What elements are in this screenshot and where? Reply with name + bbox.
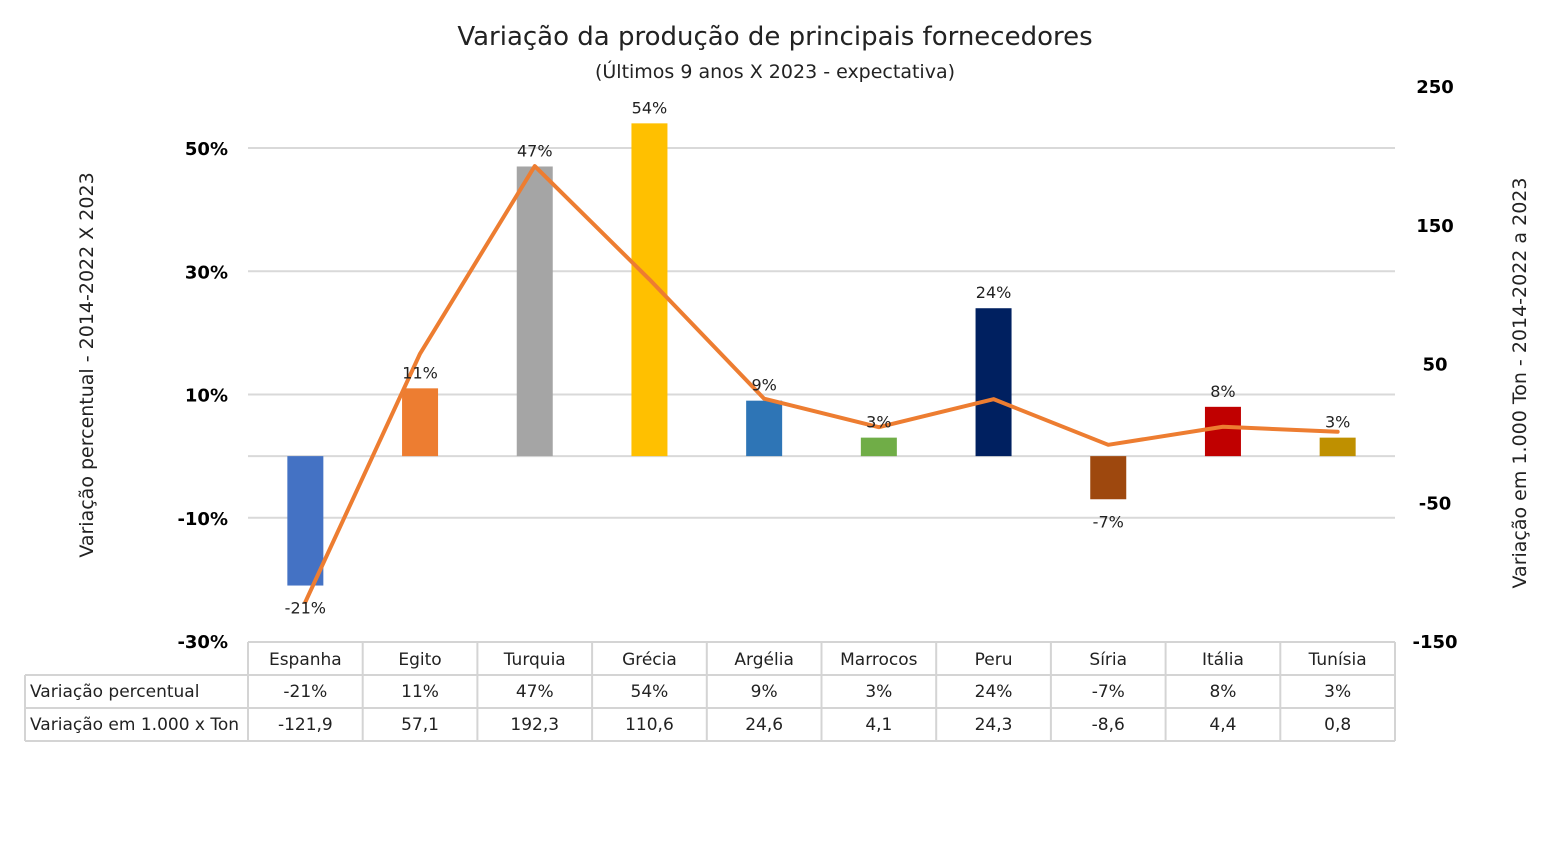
table-cell: 3% [1324,682,1351,702]
table-cell: 4,4 [1209,715,1236,735]
table-cell: 9% [751,682,778,702]
table-row-label: Variação percentual [30,682,199,702]
bar-itália [1205,407,1241,456]
table-cell: 0,8 [1324,715,1351,735]
table-cell: 47% [516,682,554,702]
category-label: Marrocos [840,650,918,670]
chart-title: Variação da produção de principais forne… [457,22,1092,52]
category-label: Itália [1202,650,1244,670]
y-tick-label: -10% [177,509,228,530]
bar-marrocos [861,438,897,456]
table-cell: 24,3 [975,715,1013,735]
table-cell: 4,1 [865,715,892,735]
bar-data-label: 8% [1210,382,1235,401]
bar-tunísia [1320,438,1356,456]
bar-data-label: 3% [1325,413,1350,432]
category-label: Turquia [503,650,566,670]
table-cell: 11% [401,682,439,702]
table-cell: -8,6 [1092,715,1125,735]
y-tick-label: 30% [185,262,228,283]
chart-subtitle: (Últimos 9 anos X 2023 - expectativa) [595,59,955,83]
y-tick-label: -30% [177,632,228,653]
table-cell: -21% [283,682,327,702]
bar-peru [976,308,1012,456]
y-tick-label: 50% [185,139,228,160]
y2-tick-label: 250 [1416,77,1454,98]
table-cell: 54% [631,682,669,702]
y2-tick-label: 150 [1416,216,1454,237]
table-cell: 192,3 [510,715,559,735]
bar-data-label: 54% [632,98,668,117]
y-tick-label: 10% [185,386,228,407]
y2-tick-label: 50 [1422,355,1447,376]
bar-síria [1090,456,1126,499]
bar-espanha [287,456,323,585]
table-cell: 24% [975,682,1013,702]
bar-data-label: -21% [285,599,326,618]
category-label: Argélia [734,650,793,670]
category-label: Síria [1089,650,1127,670]
table-row-label: Variação em 1.000 x Ton [30,715,239,735]
category-label: Espanha [269,650,342,670]
category-label: Egito [398,650,441,670]
y-axis-label: Variação percentual - 2014-2022 X 2023 [76,172,98,557]
category-label: Grécia [622,650,677,670]
table-cell: -121,9 [278,715,333,735]
bar-data-label: 24% [976,283,1012,302]
bar-data-label: 3% [866,413,891,432]
table-cell: 3% [865,682,892,702]
table-cell: 57,1 [401,715,439,735]
table-cell: -7% [1092,682,1125,702]
y2-tick-label: -50 [1419,493,1452,514]
category-label: Tunísia [1308,650,1367,670]
bar-turquia [517,166,553,456]
y2-tick-label: -150 [1412,632,1457,653]
table-cell: 8% [1209,682,1236,702]
bar-argélia [746,401,782,456]
category-label: Peru [975,650,1013,670]
bar-data-label: -7% [1093,512,1124,531]
bar-data-label: 11% [402,363,438,382]
bar-egito [402,388,438,456]
tonnage-line [305,166,1337,602]
bar-data-label: 9% [751,376,776,395]
table-cell: 110,6 [625,715,674,735]
bar-data-label: 47% [517,141,553,160]
table-cell: 24,6 [745,715,783,735]
y2-axis-label: Variação em 1.000 Ton - 2014-2022 a 2023 [1509,178,1531,589]
